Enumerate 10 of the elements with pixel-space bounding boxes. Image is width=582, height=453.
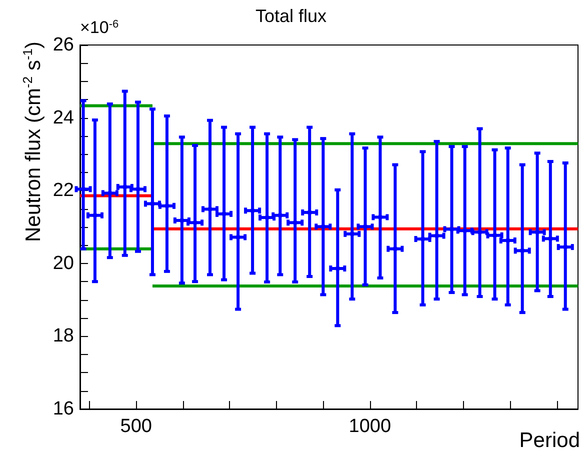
x-tick-label: 1000 — [348, 416, 392, 437]
y-tick-label: 20 — [52, 252, 74, 274]
y-tick-label: 16 — [52, 398, 74, 420]
y-tick-label: 24 — [52, 107, 74, 128]
chart-title: Total flux — [255, 6, 327, 26]
y-tick-label: 18 — [52, 326, 74, 347]
x-axis-title: Period — [519, 429, 580, 452]
x-tick-label: 500 — [120, 416, 152, 437]
y-tick-label: 26 — [52, 34, 74, 56]
y-tick-label: 22 — [52, 180, 74, 202]
